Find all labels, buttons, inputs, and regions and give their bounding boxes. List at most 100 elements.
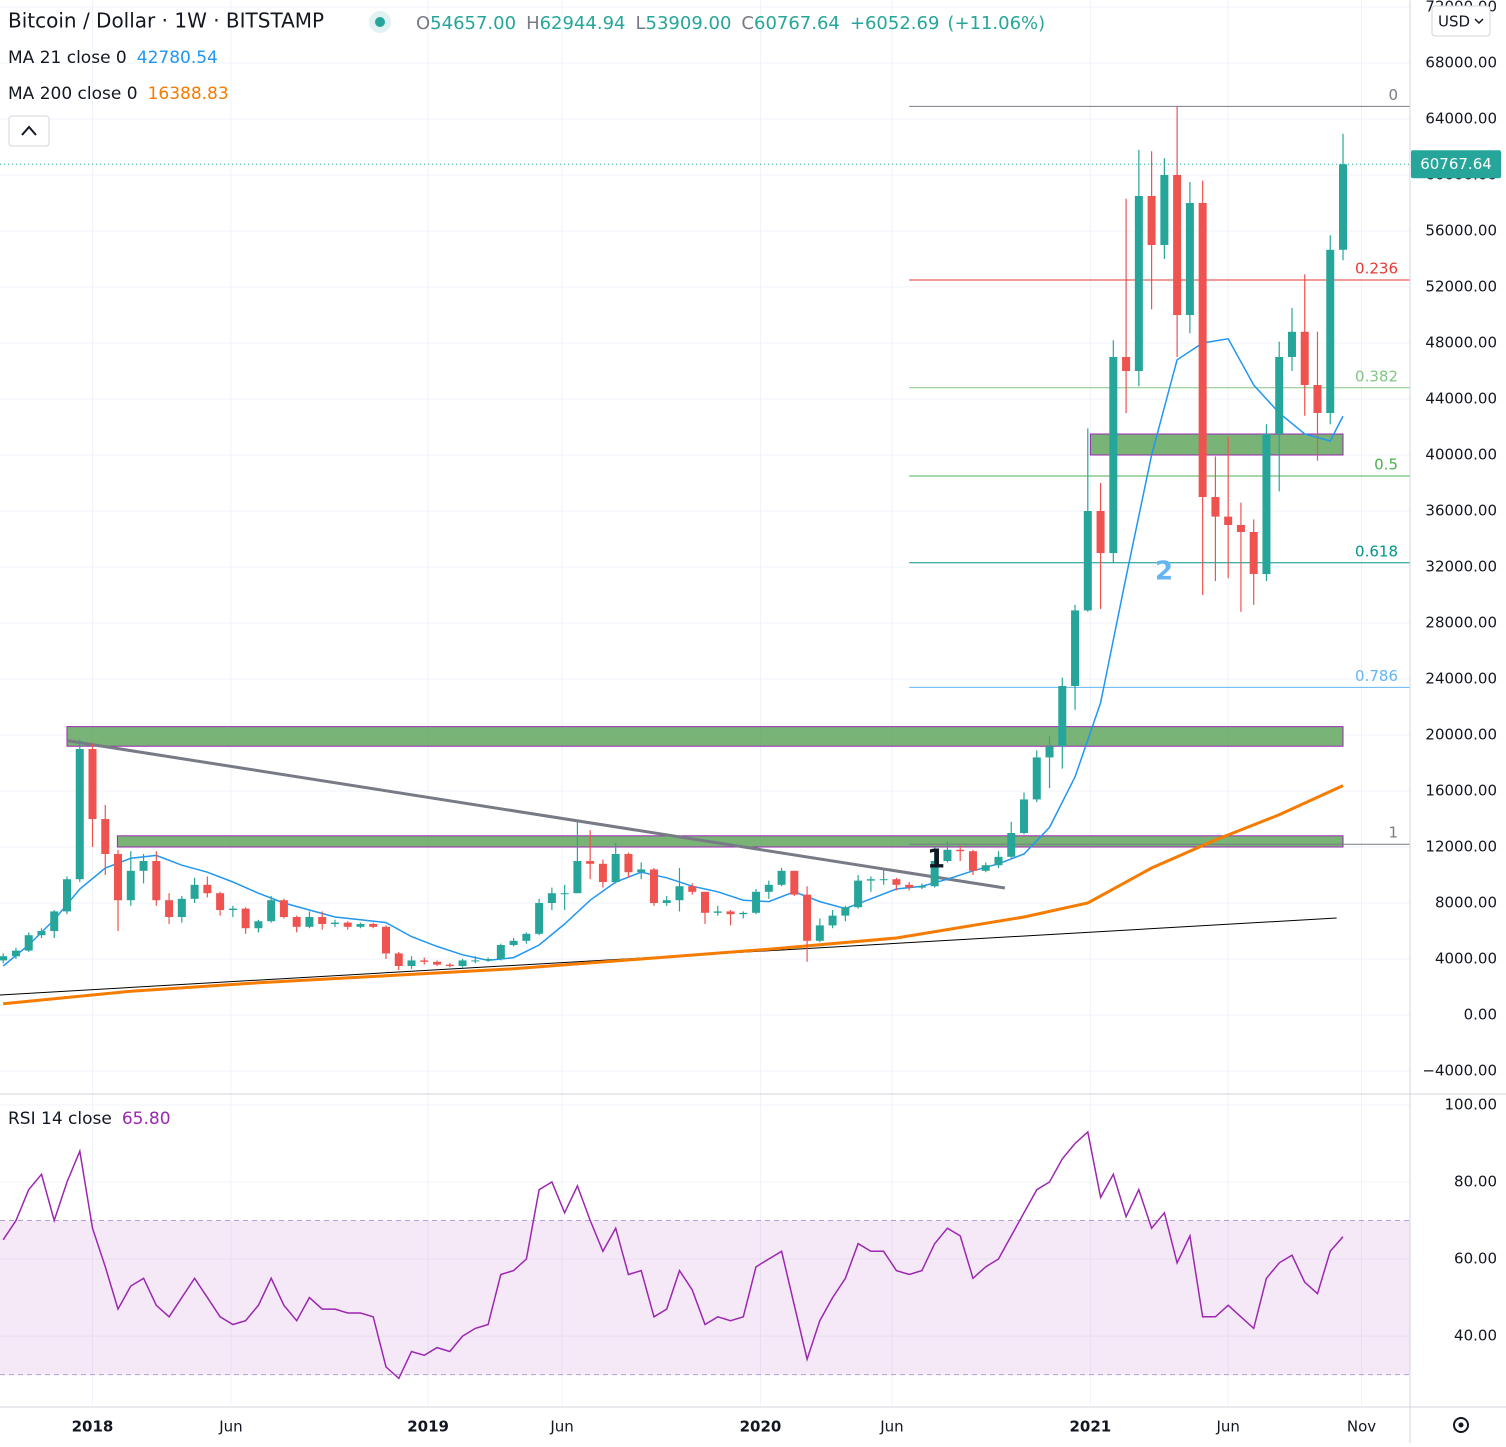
candle-body — [1198, 203, 1207, 498]
x-tick-label: 2020 — [740, 1418, 782, 1436]
gear-hub — [1458, 1422, 1464, 1428]
candle-body — [254, 921, 263, 929]
candle-body — [905, 884, 914, 888]
ohlc-legend: O54657.00 H62944.94 L53909.00 C60767.64 +605… — [416, 13, 1045, 34]
candle-body — [790, 870, 799, 895]
candle-body — [305, 917, 314, 927]
candle-body — [75, 749, 84, 880]
ohlc-key: C — [741, 13, 754, 34]
candle-body — [560, 893, 569, 895]
y-tick-label: 28000.00 — [1425, 614, 1497, 632]
fib-label: 0.786 — [1355, 667, 1398, 685]
wave-annotation: 1 — [927, 845, 945, 875]
candle-body — [892, 879, 901, 885]
ohlc-key: H — [526, 13, 540, 34]
candle-body — [1147, 196, 1156, 246]
candle-body — [1134, 196, 1143, 372]
last-price-tag — [1411, 150, 1501, 179]
candle-body — [267, 900, 276, 922]
x-tick-label: Jun — [1215, 1418, 1239, 1436]
candle-body — [611, 854, 620, 883]
rsi-tick-label: 100.00 — [1445, 1096, 1498, 1114]
symbol-title: Bitcoin / Dollar · 1W · BITSTAMP — [8, 9, 324, 33]
rsi-line — [2, 1130, 1344, 1380]
candle-body — [1300, 331, 1309, 386]
y-tick-label: −4000.00 — [1422, 1062, 1497, 1080]
currency-label[interactable]: USD — [1438, 13, 1470, 31]
overlay: 60767.64 1 2 — [927, 150, 1501, 875]
candle-body — [917, 886, 926, 888]
candle-body — [930, 861, 939, 887]
candle-body — [471, 960, 480, 962]
candle-body — [573, 861, 582, 894]
candle-body — [1096, 511, 1105, 554]
support-zone — [1089, 433, 1344, 456]
candle-body — [1224, 516, 1233, 526]
candle-body — [0, 956, 8, 961]
candle-body — [752, 891, 761, 913]
y-tick-label: 12000.00 — [1425, 838, 1497, 856]
candle-body — [777, 870, 786, 885]
ohlc-key: O — [416, 13, 430, 34]
candle-body — [879, 879, 888, 881]
x-tick-label: Jun — [218, 1418, 242, 1436]
candle-body — [803, 894, 812, 941]
candle-body — [547, 893, 556, 904]
ma200-name: MA 200 close 0 — [8, 84, 138, 104]
candle-body — [662, 900, 671, 904]
y-tick-label: 56000.00 — [1425, 222, 1497, 240]
y-tick-label: 52000.00 — [1425, 278, 1497, 296]
candle-body — [1249, 532, 1258, 575]
candle-body — [152, 861, 161, 901]
rsi-legend: RSI 14 close 65.80 — [8, 1109, 171, 1129]
y-tick-label: 48000.00 — [1425, 334, 1497, 352]
candle-body — [1007, 833, 1016, 857]
candle-body — [688, 886, 697, 892]
candle-body — [1122, 357, 1131, 372]
candle-body — [1032, 757, 1041, 800]
candle-body — [675, 886, 684, 901]
candle-body — [1313, 385, 1322, 414]
grid — [0, 0, 1410, 1405]
fib-label: 0 — [1388, 86, 1398, 104]
ohlc-value: 54657.00 — [430, 13, 516, 34]
candle-body — [318, 917, 327, 925]
candle-body — [726, 911, 735, 915]
candle-body — [1185, 203, 1194, 316]
candle-body — [292, 917, 301, 927]
settings-gear[interactable] — [1453, 1417, 1469, 1433]
candle-body — [1262, 434, 1271, 575]
y-tick-label: 32000.00 — [1425, 558, 1497, 576]
candle-body — [598, 863, 607, 883]
y-tick-label: 24000.00 — [1425, 670, 1497, 688]
candle-body — [1058, 686, 1067, 747]
fib-label: 0.236 — [1355, 260, 1398, 278]
rsi-tick-label: 40.00 — [1454, 1327, 1497, 1345]
candle-body — [126, 870, 135, 901]
fib-label: 0.382 — [1355, 367, 1398, 385]
y-tick-label: 0.00 — [1464, 1006, 1497, 1024]
x-tick-label: Nov — [1347, 1418, 1376, 1436]
collapse-button[interactable] — [8, 115, 50, 147]
candle-body — [139, 861, 148, 871]
candle-body — [866, 879, 875, 881]
rsi-value: 65.80 — [122, 1109, 171, 1129]
ohlc-value: 60767.64 — [754, 13, 840, 34]
candle-body — [458, 960, 467, 967]
y-tick-label: 16000.00 — [1425, 782, 1497, 800]
y-tick-label: 4000.00 — [1435, 950, 1497, 968]
ohlc-key: L — [636, 13, 646, 34]
candle-body — [37, 931, 46, 936]
candle-body — [828, 915, 837, 926]
legend: Bitcoin / Dollar · 1W · BITSTAMP O54657.… — [8, 5, 1491, 1433]
collapse-icon — [21, 125, 37, 136]
gear-ring — [1453, 1417, 1469, 1433]
ma21-name: MA 21 close 0 — [8, 48, 127, 68]
candle-body — [1236, 525, 1245, 533]
candle-body — [101, 819, 110, 855]
currency-button[interactable] — [1431, 5, 1491, 37]
candle-body — [394, 953, 403, 967]
x-tick-label: 2019 — [407, 1418, 449, 1436]
status-dot — [375, 17, 385, 27]
